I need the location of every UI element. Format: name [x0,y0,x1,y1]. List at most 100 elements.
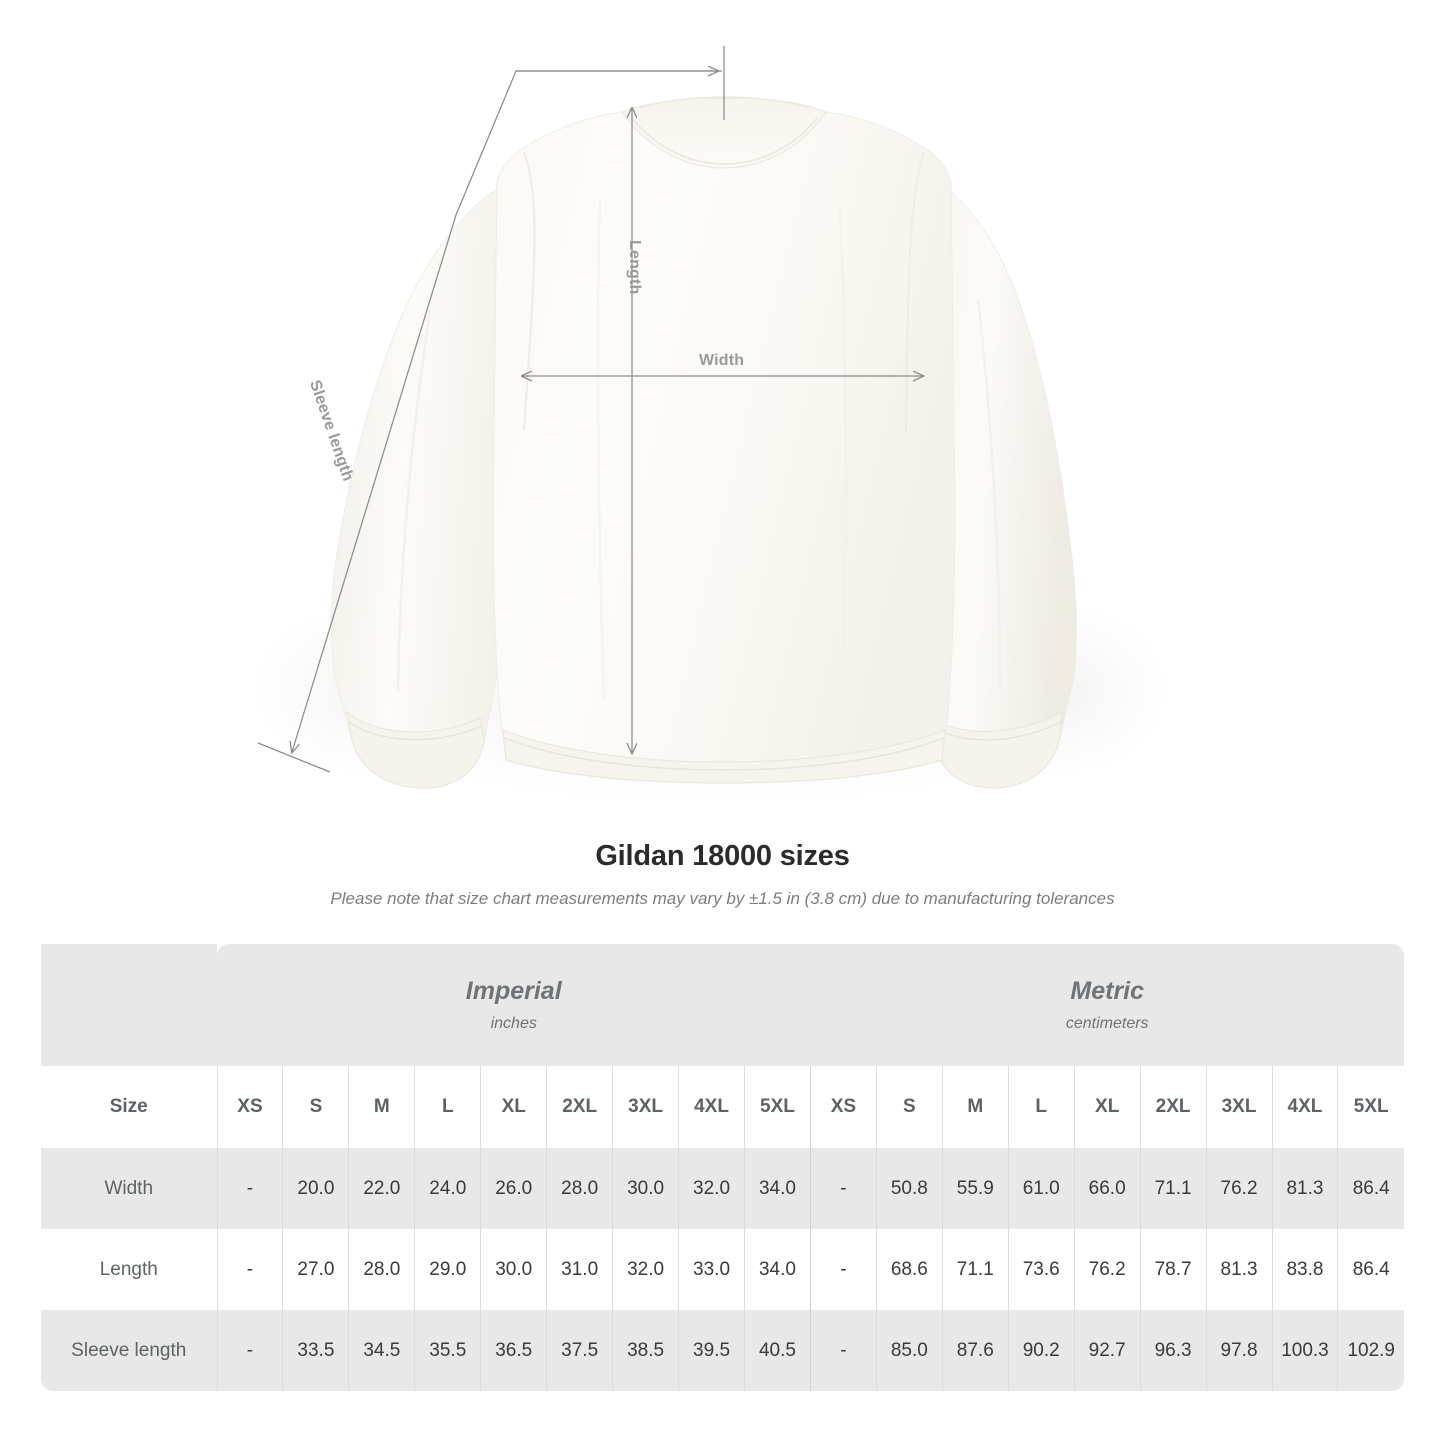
length-dimension-label: Length [626,240,643,295]
cell-width-imperial-m: 22.0 [348,1148,415,1229]
table-row-width: Width -20.0 22.0 24.0 26.0 28.0 30.0 32.0 34.0-5… [41,1148,1404,1229]
sleeve-length-end-tick [257,742,331,773]
cell-sleeve-length-metric-l: 90.2 [1007,1310,1075,1391]
size-header-metric-2xl: 2XL [1139,1066,1207,1148]
body [492,111,956,784]
size-header-metric-4xl: 4XL [1271,1066,1338,1148]
garment-diagram-panel: Length Width Sleeve length [240,46,1180,815]
size-chart-table: Imperial inches Metric centimeters Size X… [41,944,1404,1391]
cell-width-imperial-xs: - [216,1148,283,1229]
cell-sleeve-length-imperial-3xl: 38.5 [612,1310,679,1391]
left-cuff-seam [348,721,483,741]
cell-length-metric-xs: - [809,1229,877,1310]
left-shoulder-seam [523,151,536,431]
cell-sleeve-length-imperial-m: 34.5 [348,1310,415,1391]
cell-sleeve-length-imperial-5xl: 40.5 [744,1310,811,1391]
cell-width-imperial-2xl: 28.0 [546,1148,613,1229]
cell-length-metric-m: 71.1 [941,1229,1009,1310]
cell-sleeve-length-imperial-2xl: 37.5 [546,1310,613,1391]
cell-length-imperial-xl: 30.0 [480,1229,547,1310]
cell-width-metric-2xl: 71.1 [1139,1148,1207,1229]
cell-length-metric-4xl: 83.8 [1271,1229,1338,1310]
size-header-metric-m: M [941,1066,1009,1148]
cell-length-imperial-xs: - [216,1229,283,1310]
cell-length-metric-xl: 76.2 [1073,1229,1141,1310]
right-shoulder-seam [905,151,925,433]
row-label-width: Width [41,1148,217,1229]
cell-length-metric-s: 68.6 [875,1229,943,1310]
bottom-hem [502,729,946,784]
table-row-length: Length -27.0 28.0 29.0 30.0 31.0 32.0 33.0 34.0-… [41,1229,1404,1310]
table-corner-cell [41,944,217,1066]
imperial-unit-name: Imperial [465,976,562,1005]
cell-width-imperial-l: 24.0 [414,1148,481,1229]
row-label-sleeve-length: Sleeve length [41,1310,217,1391]
cell-width-metric-3xl: 76.2 [1205,1148,1272,1229]
cell-sleeve-length-imperial-xl: 36.5 [480,1310,547,1391]
metric-unit-name: Metric [1070,976,1145,1005]
cell-width-metric-5xl: 86.4 [1337,1148,1404,1229]
cell-width-metric-l: 61.0 [1007,1148,1075,1229]
cell-length-imperial-l: 29.0 [414,1229,481,1310]
cell-width-metric-4xl: 81.3 [1271,1148,1338,1229]
size-header-imperial-3xl: 3XL [612,1066,679,1148]
cell-length-imperial-m: 28.0 [348,1229,415,1310]
cell-width-metric-s: 50.8 [875,1148,943,1229]
cell-sleeve-length-metric-xs: - [809,1310,877,1391]
title-block: Gildan 18000 sizes Please note that size… [0,838,1445,910]
cell-sleeve-length-metric-3xl: 97.8 [1205,1310,1272,1391]
cell-width-imperial-s: 20.0 [282,1148,349,1229]
cell-length-metric-l: 73.6 [1007,1229,1075,1310]
cell-length-imperial-5xl: 34.0 [744,1229,811,1310]
cell-sleeve-length-metric-5xl: 102.9 [1337,1310,1404,1391]
hem-seam [503,737,945,771]
size-header-imperial-4xl: 4XL [678,1066,745,1148]
cell-length-imperial-4xl: 33.0 [678,1229,745,1310]
fold-3 [976,299,1002,691]
table-row-sleeve-length: Sleeve length -33.5 34.5 35.5 36.5 37.5 38.5 39… [41,1310,1404,1391]
measurement-lines [257,46,923,773]
left-cuff [346,710,485,789]
tolerance-note: Please note that size chart measurements… [330,889,1115,909]
right-cuff [928,711,1063,789]
size-header-metric-s: S [875,1066,943,1148]
cell-sleeve-length-imperial-s: 33.5 [282,1310,349,1391]
width-dimension-label: Width [699,352,745,369]
collar-inner-edge [631,117,818,165]
metric-unit-sub: centimeters [1065,1014,1149,1032]
cell-width-metric-xl: 66.0 [1073,1148,1141,1229]
cell-sleeve-length-metric-m: 87.6 [941,1310,1009,1391]
cell-length-imperial-3xl: 32.0 [612,1229,679,1310]
unit-header-row: Imperial inches Metric centimeters [41,944,1404,1066]
size-header-imperial-s: S [282,1066,349,1148]
size-header-metric-5xl: 5XL [1337,1066,1404,1148]
page-title: Gildan 18000 sizes [595,840,850,872]
size-header-metric-3xl: 3XL [1205,1066,1272,1148]
cell-sleeve-length-imperial-l: 35.5 [414,1310,481,1391]
cell-width-metric-m: 55.9 [941,1148,1009,1229]
size-header-imperial-2xl: 2XL [546,1066,613,1148]
row-label-length: Length [41,1229,217,1310]
sweatshirt-illustration [240,46,1180,815]
imperial-unit-header: Imperial inches [217,944,811,1066]
metric-unit-header: Metric centimeters [810,944,1404,1066]
size-header-imperial-5xl: 5XL [744,1066,811,1148]
cell-length-imperial-2xl: 31.0 [546,1229,613,1310]
size-header-metric-xl: XL [1073,1066,1141,1148]
size-header-imperial-xs: XS [216,1066,283,1148]
cell-sleeve-length-imperial-xs: - [216,1310,283,1391]
size-header-metric-l: L [1007,1066,1075,1148]
size-header-imperial-m: M [348,1066,415,1148]
cell-sleeve-length-metric-xl: 92.7 [1073,1310,1141,1391]
size-header-imperial-l: L [414,1066,481,1148]
cell-width-metric-xs: - [809,1148,877,1229]
fold-2 [838,209,847,701]
size-header-metric-xs: XS [809,1066,877,1148]
cell-length-metric-3xl: 81.3 [1205,1229,1272,1310]
cell-width-imperial-xl: 26.0 [480,1148,547,1229]
fold-4 [396,309,432,691]
cell-length-metric-5xl: 86.4 [1337,1229,1404,1310]
cell-length-metric-2xl: 78.7 [1139,1229,1207,1310]
cell-sleeve-length-metric-4xl: 100.3 [1271,1310,1338,1391]
size-chart-table-container: Imperial inches Metric centimeters Size X… [41,944,1404,1412]
